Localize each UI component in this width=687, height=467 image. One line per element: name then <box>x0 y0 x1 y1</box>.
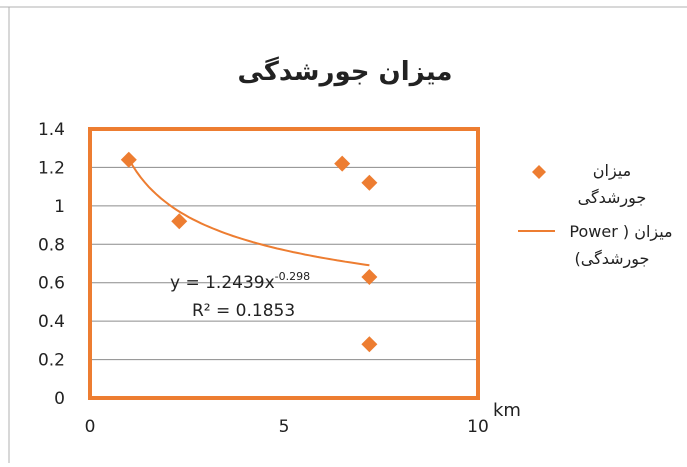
x-axis-ticks: 0 5 10 <box>85 417 489 437</box>
chart-legend: میزان جورشدگی Power ) میزان (جورشدگی <box>518 161 673 269</box>
x-axis-unit-label: km <box>493 400 521 421</box>
x-tick-label: 0 <box>85 417 96 437</box>
data-point <box>334 155 351 172</box>
data-point <box>361 336 378 353</box>
y-tick-label: 1.2 <box>38 158 65 178</box>
y-tick-label: 0.8 <box>38 235 65 255</box>
y-tick-label: 0 <box>54 389 65 409</box>
trendline-equation-base: y = 1.2439x <box>170 273 275 293</box>
y-tick-label: 1.4 <box>38 120 65 140</box>
legend-series-label-line1: میزان <box>593 161 631 181</box>
power-trendline <box>127 158 370 267</box>
x-tick-label: 5 <box>279 417 290 437</box>
y-tick-label: 1 <box>54 197 65 217</box>
trendline-equation-exponent: -0.298 <box>275 270 310 283</box>
trendline-r-squared: R² = 0.1853 <box>192 301 295 321</box>
legend-series-label-line2: جورشدگی <box>578 188 647 208</box>
legend-trendline-label-line2: (جورشدگی <box>575 249 650 269</box>
y-axis-ticks: 0 0.2 0.4 0.6 0.8 1 1.2 1.4 <box>38 120 65 409</box>
trendline-equation: y = 1.2439x-0.298 <box>170 270 310 293</box>
data-point <box>171 213 188 230</box>
legend-trendline-label-line1: Power ) میزان <box>569 222 672 242</box>
data-point <box>361 174 378 191</box>
y-tick-label: 0.6 <box>38 274 65 294</box>
y-tick-label: 0.2 <box>38 351 65 371</box>
data-point <box>120 151 137 168</box>
y-tick-label: 0.4 <box>38 312 65 332</box>
legend-marker-icon <box>532 165 546 179</box>
data-point <box>361 268 378 285</box>
data-points <box>120 151 378 353</box>
chart-title: میزان جورشدگی <box>237 56 452 87</box>
x-tick-label: 10 <box>467 417 489 437</box>
plot-area-border <box>88 127 480 400</box>
